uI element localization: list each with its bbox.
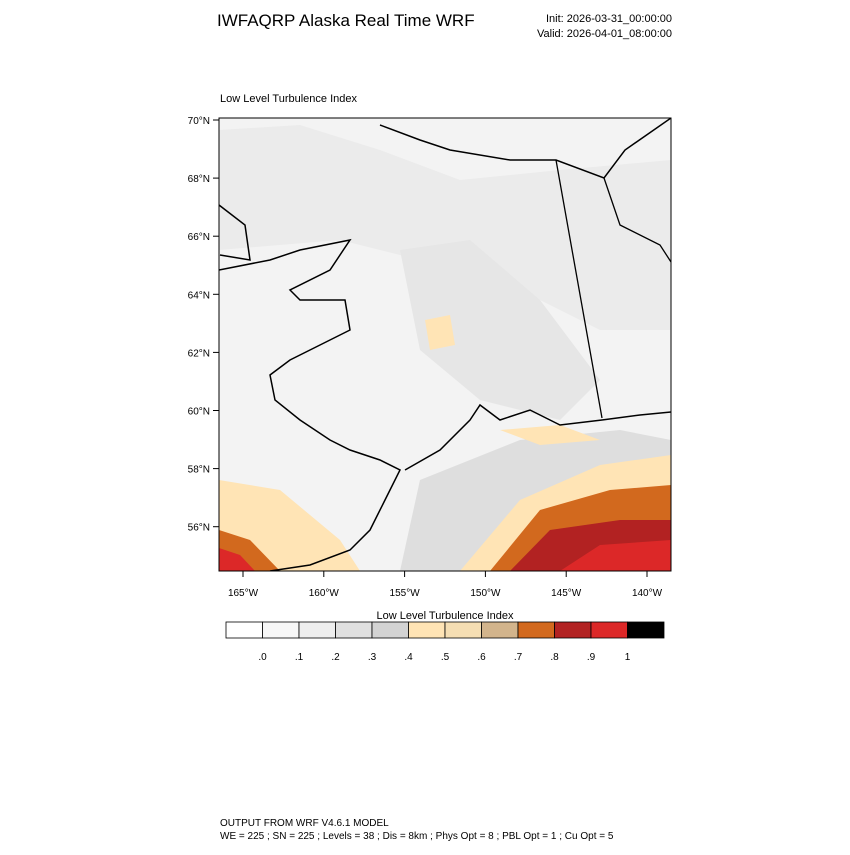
plot-title: Low Level Turbulence Index <box>220 93 357 105</box>
field-patch <box>219 548 255 571</box>
lat-label: 68°N <box>188 174 210 185</box>
colorbar-label: .3 <box>368 652 377 663</box>
lat-label: 62°N <box>188 348 210 359</box>
colorbar-label: .7 <box>514 652 523 663</box>
lon-label: 145°W <box>551 588 582 599</box>
lat-label: 64°N <box>188 290 210 301</box>
colorbar-label: .2 <box>331 652 340 663</box>
lat-label: 66°N <box>188 232 210 243</box>
colorbar-box <box>408 621 446 639</box>
lon-label: 165°W <box>228 588 259 599</box>
colorbar-box <box>627 621 665 639</box>
lat-label: 56°N <box>188 523 210 534</box>
colorbar-label: 1 <box>625 652 631 663</box>
field-patch <box>400 240 600 420</box>
border <box>555 159 671 419</box>
lon-label: 155°W <box>390 588 421 599</box>
main-title: IWFAQRP Alaska Real Time WRF <box>217 11 475 30</box>
colorbar-title: Low Level Turbulence Index <box>377 610 514 622</box>
lat-label: 70°N <box>188 116 210 127</box>
colorbar-box <box>481 621 519 639</box>
lon-label: 140°W <box>632 588 663 599</box>
colorbar-box <box>590 621 628 639</box>
colorbar-box <box>517 621 555 639</box>
axes: 70°N 68°N 66°N 64°N 62°N 60°N 58°N 56°N 165°W 160… <box>188 116 663 599</box>
colorbar-box <box>554 621 592 639</box>
colorbar-box <box>444 621 482 639</box>
colorbar-label: .5 <box>441 652 450 663</box>
map <box>219 118 671 571</box>
lon-label: 150°W <box>470 588 501 599</box>
footer-line: OUTPUT FROM WRF V4.6.1 MODEL <box>220 818 389 829</box>
field-patch <box>425 315 455 350</box>
colorbar-label: .6 <box>477 652 486 663</box>
colorbar: .0 .1 .2 .3 .4 .5 .6 .7 .8 .9 1 <box>225 621 665 663</box>
colorbar-label: .4 <box>404 652 413 663</box>
lon-label: 160°W <box>309 588 340 599</box>
init-time: Init: 2026-03-31_00:00:00 <box>546 13 672 25</box>
colorbar-label: .0 <box>258 652 267 663</box>
lat-label: 60°N <box>188 407 210 418</box>
colorbar-box <box>225 621 263 639</box>
footer-line: WE = 225 ; SN = 225 ; Levels = 38 ; Dis … <box>220 831 614 842</box>
field-patch <box>560 540 671 571</box>
valid-time: Valid: 2026-04-01_08:00:00 <box>537 28 672 40</box>
colorbar-label: .8 <box>550 652 559 663</box>
colorbar-box <box>371 621 409 639</box>
coastline <box>219 118 671 571</box>
map-frame <box>218 117 672 572</box>
colorbar-box <box>298 621 336 639</box>
lat-label: 58°N <box>188 465 210 476</box>
colorbar-box <box>262 621 300 639</box>
field-patch <box>500 425 600 445</box>
colorbar-label: .9 <box>587 652 596 663</box>
colorbar-label: .1 <box>295 652 304 663</box>
colorbar-box <box>335 621 373 639</box>
field-patch <box>219 125 671 330</box>
